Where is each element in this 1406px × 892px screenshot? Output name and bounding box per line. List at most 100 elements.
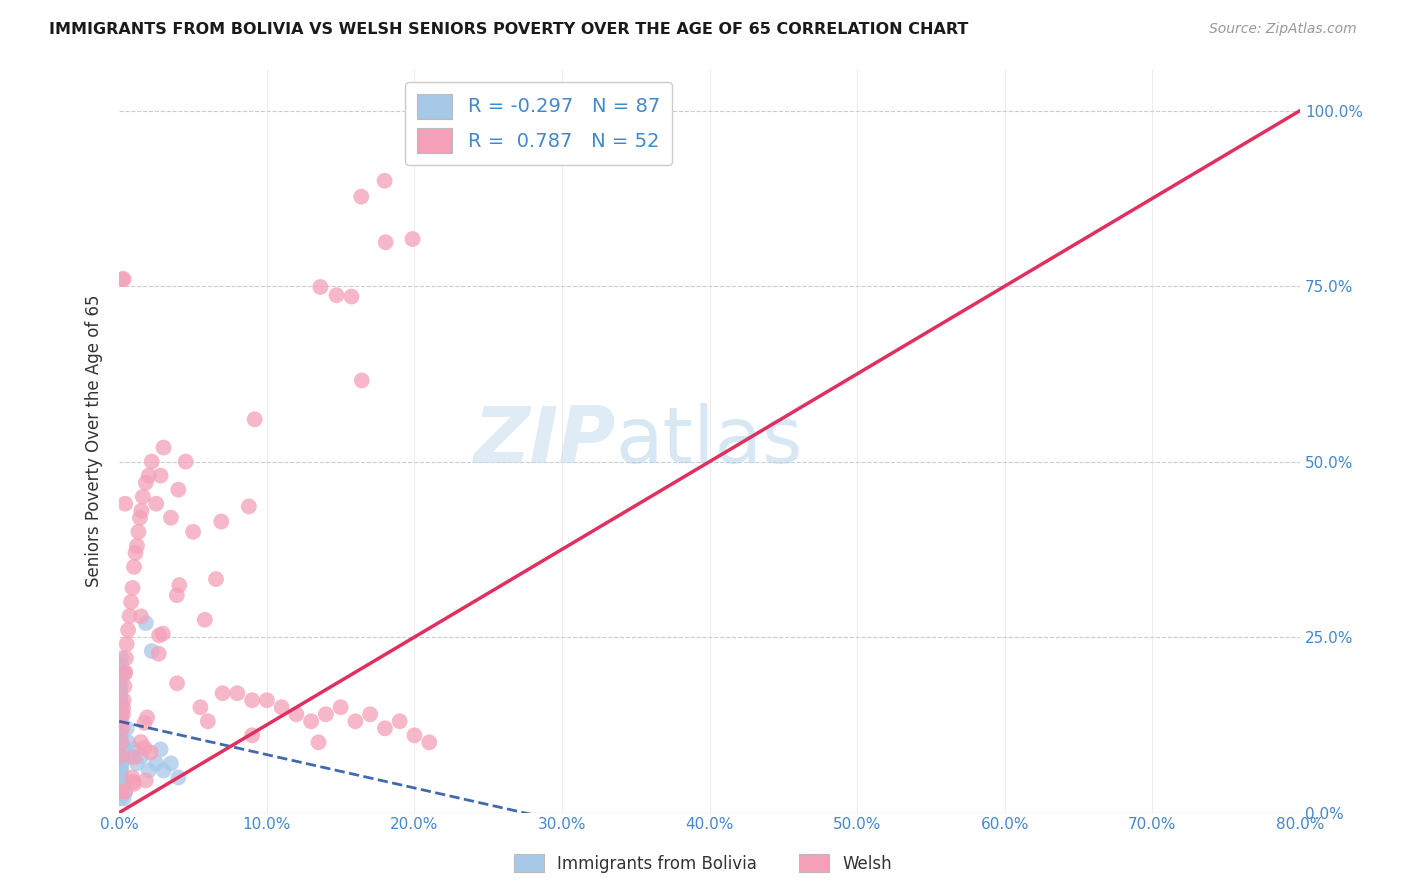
Point — [110, 714, 132, 729]
Point — [129, 735, 152, 749]
Point — [108, 686, 131, 700]
Point — [149, 468, 172, 483]
Point — [108, 700, 131, 714]
Point — [110, 777, 132, 791]
Point — [108, 693, 131, 707]
Point — [108, 756, 131, 771]
Point — [121, 771, 143, 785]
Point — [108, 760, 131, 774]
Point — [108, 757, 131, 772]
Point — [108, 785, 131, 799]
Point — [114, 679, 136, 693]
Point — [181, 524, 204, 539]
Point — [132, 490, 155, 504]
Point — [108, 781, 131, 796]
Text: atlas: atlas — [616, 402, 803, 478]
Point — [401, 232, 423, 246]
Point — [110, 728, 132, 742]
Point — [121, 581, 143, 595]
Point — [145, 497, 167, 511]
Text: ZIP: ZIP — [472, 402, 616, 478]
Point — [108, 784, 131, 798]
Point — [108, 712, 131, 726]
Point — [110, 756, 132, 771]
Point — [149, 742, 172, 756]
Point — [122, 777, 145, 791]
Point — [110, 721, 132, 735]
Point — [108, 728, 131, 742]
Point — [167, 771, 190, 785]
Point — [108, 771, 131, 785]
Point — [115, 651, 138, 665]
Point — [110, 735, 132, 749]
Point — [108, 787, 131, 801]
Point — [110, 756, 132, 771]
Point — [108, 725, 131, 739]
Point — [114, 497, 136, 511]
Point — [108, 777, 131, 791]
Point — [108, 720, 131, 734]
Point — [127, 524, 149, 539]
Point — [122, 560, 145, 574]
Point — [108, 742, 131, 756]
Point — [422, 103, 444, 118]
Point — [108, 714, 131, 729]
Point — [238, 500, 260, 514]
Point — [110, 728, 132, 742]
Point — [209, 515, 232, 529]
Point — [108, 735, 131, 749]
Point — [110, 739, 132, 754]
Point — [131, 504, 153, 518]
Point — [110, 743, 132, 757]
Point — [108, 685, 131, 699]
Point — [111, 721, 134, 735]
Point — [108, 745, 131, 759]
Point — [108, 764, 131, 778]
Point — [112, 693, 135, 707]
Point — [110, 735, 132, 749]
Point — [108, 746, 131, 760]
Point — [194, 613, 217, 627]
Point — [135, 615, 157, 630]
Point — [108, 771, 131, 785]
Point — [141, 454, 163, 468]
Point — [226, 686, 249, 700]
Point — [135, 475, 157, 490]
Point — [110, 651, 132, 665]
Point — [111, 272, 134, 286]
Point — [110, 749, 132, 764]
Point — [285, 707, 308, 722]
Point — [329, 700, 352, 714]
Point — [108, 764, 131, 778]
Point — [108, 767, 131, 781]
Point — [134, 715, 156, 730]
Point — [110, 731, 132, 746]
Point — [108, 684, 131, 698]
Point — [108, 749, 131, 764]
Point — [374, 174, 396, 188]
Point — [110, 765, 132, 780]
Point — [315, 707, 337, 722]
Point — [110, 665, 132, 680]
Point — [309, 280, 332, 294]
Point — [125, 756, 148, 771]
Point — [108, 742, 131, 756]
Point — [124, 546, 146, 560]
Point — [110, 764, 132, 778]
Point — [110, 749, 132, 764]
Point — [108, 771, 131, 785]
Point — [108, 686, 131, 700]
Point — [108, 732, 131, 747]
Point — [108, 735, 131, 749]
Point — [108, 701, 131, 715]
Point — [108, 791, 131, 805]
Point — [108, 721, 131, 735]
Point — [110, 784, 132, 798]
Point — [108, 756, 131, 771]
Point — [108, 742, 131, 756]
Point — [299, 714, 322, 729]
Point — [141, 644, 163, 658]
Point — [110, 672, 132, 686]
Point — [256, 693, 278, 707]
Point — [174, 454, 197, 468]
